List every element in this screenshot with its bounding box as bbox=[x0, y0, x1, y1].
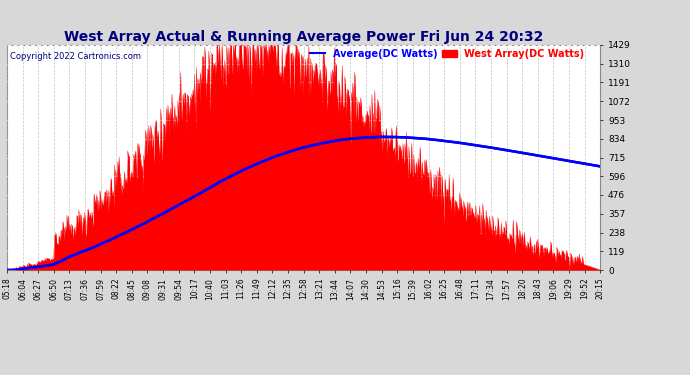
Legend: Average(DC Watts), West Array(DC Watts): Average(DC Watts), West Array(DC Watts) bbox=[306, 45, 589, 63]
Title: West Array Actual & Running Average Power Fri Jun 24 20:32: West Array Actual & Running Average Powe… bbox=[64, 30, 543, 44]
Text: Copyright 2022 Cartronics.com: Copyright 2022 Cartronics.com bbox=[10, 52, 141, 61]
